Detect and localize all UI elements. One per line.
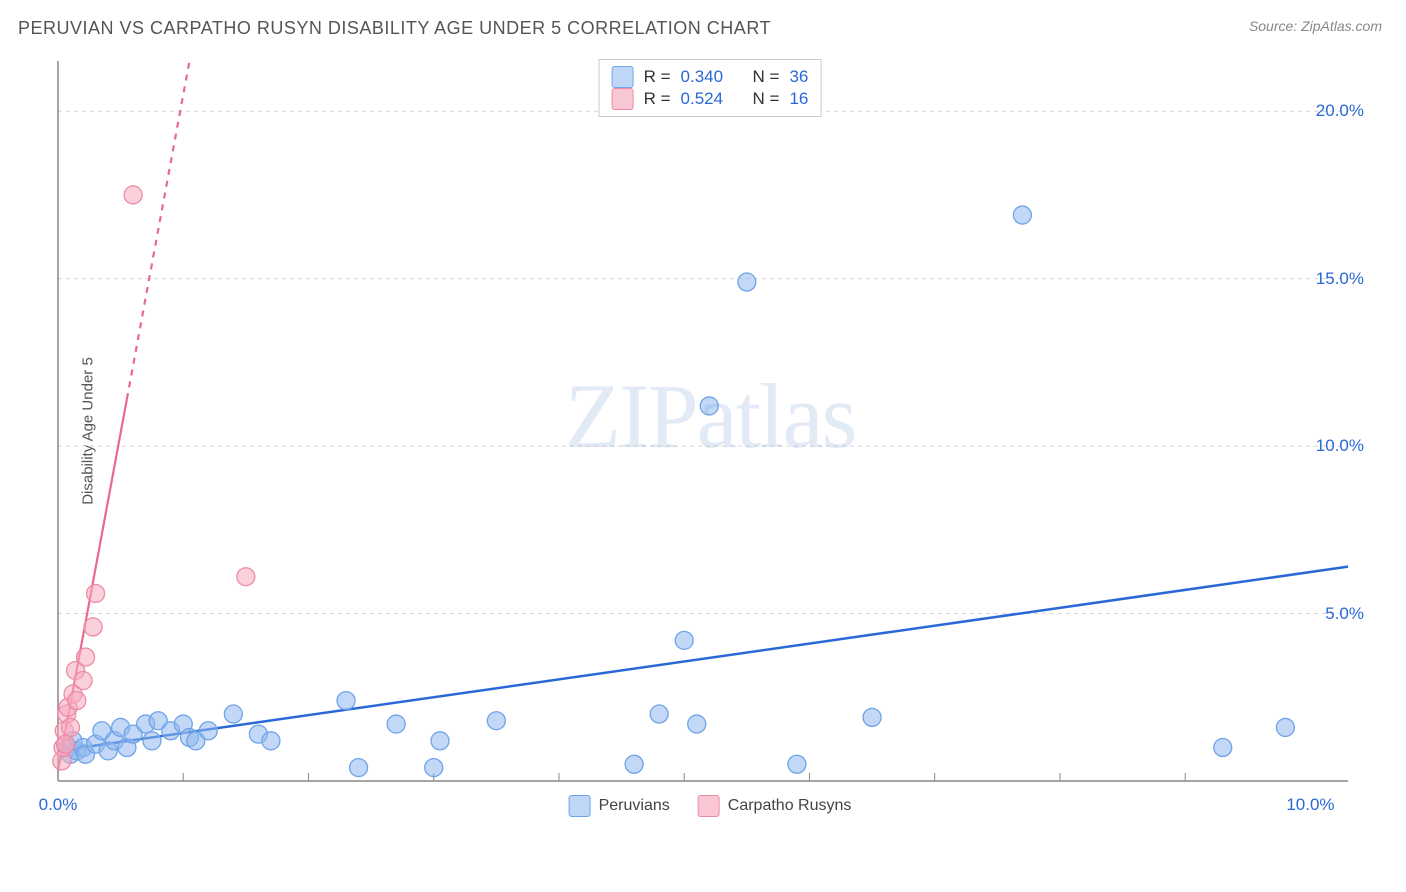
legend-stats-row: R = 0.340 N = 36 bbox=[612, 66, 809, 88]
legend-r-value: 0.340 bbox=[681, 67, 724, 87]
legend-stats: R = 0.340 N = 36 R = 0.524 N = 16 bbox=[599, 59, 822, 117]
scatter-chart bbox=[50, 51, 1370, 811]
y-tick-label: 15.0% bbox=[1316, 269, 1364, 289]
x-tick-label: 0.0% bbox=[39, 795, 78, 815]
legend-n-label: N = bbox=[753, 67, 780, 87]
legend-item: Carpatho Rusyns bbox=[698, 795, 852, 817]
legend-swatch-pink bbox=[612, 88, 634, 110]
legend-stats-row: R = 0.524 N = 16 bbox=[612, 88, 809, 110]
legend-n-value: 36 bbox=[789, 67, 808, 87]
y-tick-label: 5.0% bbox=[1325, 604, 1364, 624]
chart-area: Disability Age Under 5 ZIPatlas R = 0.34… bbox=[50, 51, 1370, 811]
legend-swatch-pink bbox=[698, 795, 720, 817]
chart-title: PERUVIAN VS CARPATHO RUSYN DISABILITY AG… bbox=[18, 18, 771, 39]
x-tick-label: 10.0% bbox=[1286, 795, 1334, 815]
legend-label: Carpatho Rusyns bbox=[728, 797, 852, 815]
legend-r-label: R = bbox=[644, 67, 671, 87]
legend-item: Peruvians bbox=[569, 795, 670, 817]
legend-n-label: N = bbox=[753, 89, 780, 109]
legend-swatch-blue bbox=[612, 66, 634, 88]
legend-r-label: R = bbox=[644, 89, 671, 109]
y-tick-label: 10.0% bbox=[1316, 436, 1364, 456]
legend-r-value: 0.524 bbox=[681, 89, 724, 109]
legend-n-value: 16 bbox=[789, 89, 808, 109]
y-tick-label: 20.0% bbox=[1316, 101, 1364, 121]
chart-source: Source: ZipAtlas.com bbox=[1249, 18, 1382, 34]
legend-series: Peruvians Carpatho Rusyns bbox=[569, 795, 852, 817]
legend-label: Peruvians bbox=[599, 797, 670, 815]
legend-swatch-blue bbox=[569, 795, 591, 817]
